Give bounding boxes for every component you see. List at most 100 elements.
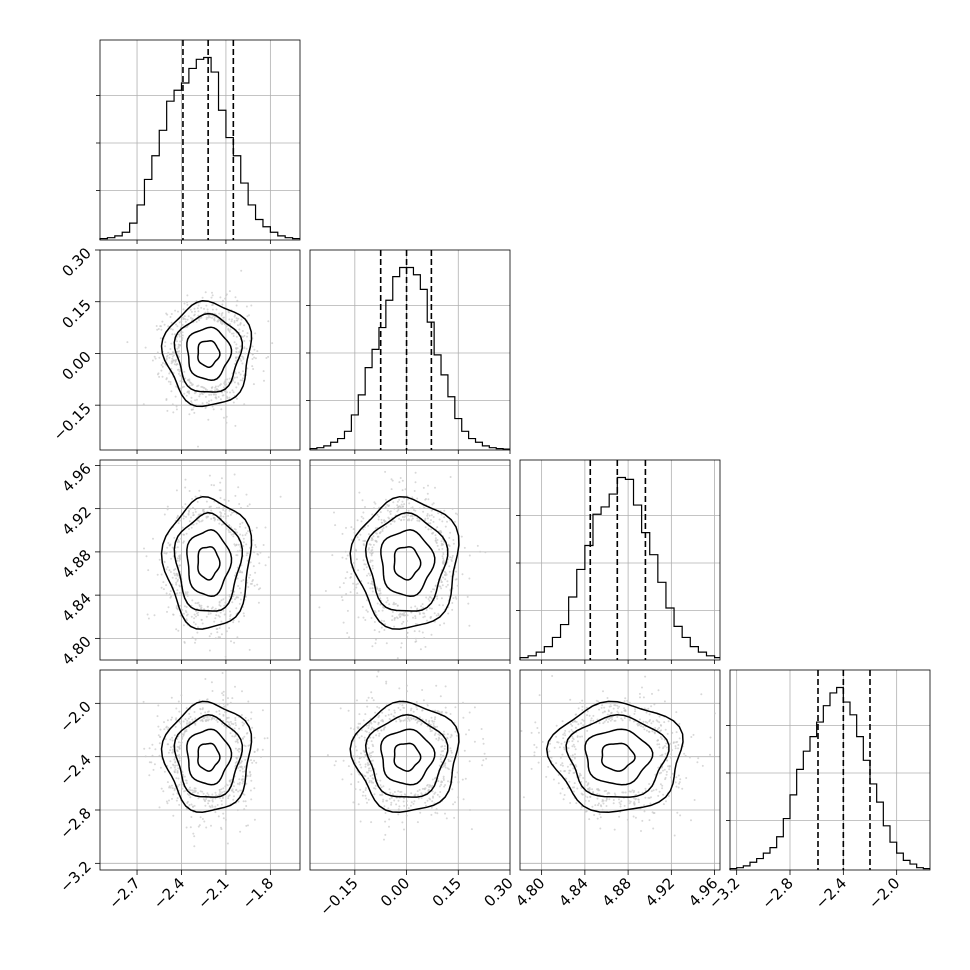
scatter-point bbox=[239, 523, 242, 525]
scatter-point bbox=[215, 506, 218, 509]
scatter-point bbox=[197, 614, 199, 617]
scatter-point bbox=[217, 385, 220, 388]
scatter-point bbox=[253, 787, 256, 790]
scatter-point bbox=[371, 567, 374, 570]
scatter-point bbox=[177, 522, 180, 525]
scatter-point bbox=[235, 724, 237, 727]
scatter-point bbox=[170, 718, 173, 721]
scatter-point bbox=[241, 690, 243, 693]
scatter-point bbox=[369, 587, 372, 590]
scatter-point bbox=[376, 675, 379, 678]
scatter-point bbox=[406, 804, 408, 807]
scatter-point bbox=[671, 731, 674, 734]
scatter-point bbox=[341, 599, 344, 602]
scatter-point bbox=[568, 780, 571, 783]
scatter-point bbox=[227, 795, 230, 798]
scatter-point bbox=[454, 776, 457, 779]
scatter-point bbox=[217, 636, 220, 639]
scatter-point bbox=[614, 794, 617, 796]
scatter-point bbox=[224, 517, 227, 520]
scatter-point bbox=[181, 331, 184, 334]
scatter-point bbox=[264, 564, 267, 567]
scatter-point bbox=[253, 759, 256, 762]
scatter-point bbox=[393, 711, 396, 714]
scatter-point bbox=[234, 424, 237, 427]
scatter-point bbox=[644, 787, 647, 790]
scatter-point bbox=[253, 584, 256, 587]
scatter-point bbox=[582, 777, 585, 779]
scatter-point bbox=[632, 791, 635, 794]
scatter-point bbox=[421, 793, 423, 796]
scatter-point bbox=[224, 601, 227, 604]
scatter-point bbox=[341, 532, 344, 535]
scatter-point bbox=[441, 547, 444, 550]
scatter-point bbox=[430, 729, 433, 732]
scatter-point bbox=[362, 511, 365, 514]
scatter-point bbox=[223, 724, 226, 727]
scatter-point bbox=[178, 759, 181, 762]
scatter-point bbox=[230, 320, 233, 323]
scatter-point bbox=[172, 411, 175, 414]
scatter-point bbox=[232, 621, 235, 624]
scatter-point bbox=[225, 783, 228, 786]
scatter-point bbox=[617, 707, 619, 710]
y-tick-label: 4.84 bbox=[58, 589, 94, 625]
scatter-point bbox=[175, 628, 178, 631]
scatter-point bbox=[433, 792, 436, 795]
scatter-point bbox=[178, 754, 181, 756]
scatter-point bbox=[185, 730, 188, 733]
scatter-point bbox=[484, 551, 487, 554]
scatter-point bbox=[399, 702, 401, 705]
scatter-point bbox=[379, 793, 382, 796]
scatter-point bbox=[178, 803, 181, 806]
scatter-point bbox=[370, 821, 373, 824]
scatter-point bbox=[393, 603, 396, 606]
scatter-point bbox=[236, 577, 239, 580]
scatter-point bbox=[184, 318, 187, 321]
y-tick-label: −2.4 bbox=[56, 751, 94, 789]
scatter-point bbox=[402, 518, 405, 521]
scatter-point bbox=[240, 318, 243, 321]
scatter-point bbox=[212, 797, 214, 800]
scatter-point bbox=[410, 801, 413, 804]
scatter-point bbox=[371, 564, 374, 567]
scatter-point bbox=[211, 304, 214, 307]
scatter-point bbox=[436, 544, 439, 547]
scatter-point bbox=[386, 799, 389, 802]
scatter-point bbox=[455, 597, 458, 600]
scatter-point bbox=[435, 584, 437, 587]
scatter-point bbox=[186, 303, 189, 306]
scatter-point bbox=[246, 559, 249, 562]
scatter-point bbox=[573, 719, 576, 722]
scatter-point bbox=[338, 586, 341, 589]
scatter-point bbox=[413, 490, 416, 492]
scatter-point bbox=[223, 383, 226, 386]
scatter-point bbox=[418, 507, 421, 510]
scatter-point bbox=[541, 740, 544, 743]
scatter-point bbox=[218, 788, 221, 791]
scatter-point bbox=[220, 523, 223, 526]
scatter-point bbox=[201, 707, 204, 710]
scatter-point bbox=[238, 727, 241, 730]
scatter-point bbox=[371, 743, 374, 746]
scatter-point bbox=[160, 328, 163, 331]
scatter-point bbox=[235, 304, 238, 307]
scatter-point bbox=[214, 396, 217, 399]
scatter-point bbox=[240, 269, 243, 272]
scatter-point bbox=[231, 332, 233, 335]
scatter-point bbox=[174, 395, 177, 398]
scatter-point bbox=[242, 537, 245, 540]
scatter-point bbox=[454, 512, 457, 515]
scatter-point bbox=[173, 572, 176, 575]
scatter-point bbox=[177, 346, 180, 349]
scatter-point bbox=[181, 506, 184, 509]
scatter-point bbox=[216, 721, 219, 723]
scatter-point bbox=[228, 290, 231, 293]
scatter-point bbox=[177, 372, 180, 375]
scatter-point bbox=[390, 796, 393, 799]
scatter-point bbox=[183, 640, 186, 643]
scatter-point bbox=[186, 301, 188, 304]
scatter-point bbox=[584, 702, 586, 705]
scatter-point bbox=[401, 500, 404, 503]
scatter-point bbox=[371, 513, 374, 516]
